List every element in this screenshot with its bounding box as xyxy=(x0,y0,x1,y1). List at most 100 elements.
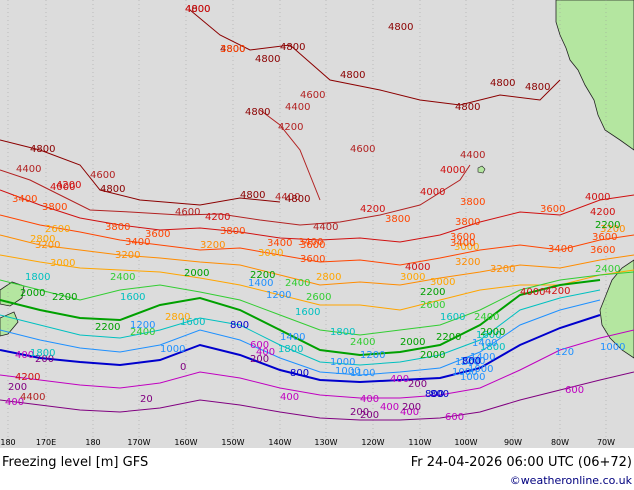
contour-label: 2200 xyxy=(595,220,620,231)
contour-label: 1600 xyxy=(440,312,465,323)
contour-label: 2400 xyxy=(285,278,310,289)
contour-label: 800 xyxy=(462,356,481,367)
contour-label: 3000 xyxy=(258,248,283,259)
contour-label: 2000 xyxy=(400,337,425,348)
contour-label: 4200 xyxy=(15,372,40,383)
new-zealand-north xyxy=(0,281,25,307)
contour-label: 1400 xyxy=(470,352,495,363)
contour-label: 4400 xyxy=(20,392,45,403)
contour-label: 1200 xyxy=(266,290,291,301)
longitude-label: 180 xyxy=(85,438,100,447)
contour-label: 2200 xyxy=(436,332,461,343)
contour-label: 200 xyxy=(360,410,379,421)
contour-label: 4400 xyxy=(16,164,41,175)
contour-label: 4600 xyxy=(350,144,375,155)
contour-label: 1000 xyxy=(600,342,625,353)
grid-lines xyxy=(7,0,607,448)
contour-2000 xyxy=(0,279,601,357)
contour-label: 2800 xyxy=(165,312,190,323)
contour-label: 2200 xyxy=(250,270,275,281)
contour-label: 400 xyxy=(360,394,379,405)
contour-label: 1600 xyxy=(295,307,320,318)
contour-label: 1600 xyxy=(476,330,501,341)
contour-label: 4800 xyxy=(388,22,413,33)
contour-label: 400 xyxy=(390,374,409,385)
longitude-label: 170E xyxy=(36,438,56,447)
contour-label: 800 xyxy=(230,320,249,331)
longitude-label: 130W xyxy=(314,438,337,447)
contour-label: 2600 xyxy=(420,300,445,311)
contour-label: 4600 xyxy=(175,207,200,218)
contour-label: 1400 xyxy=(248,278,273,289)
contour-label: 4000 xyxy=(520,287,545,298)
valid-time: Fr 24-04-2026 06:00 UTC (06+72) xyxy=(411,455,632,470)
contour-label: 1200 xyxy=(460,356,485,367)
contour-label: 400 xyxy=(256,347,275,358)
contour-label: 3400 xyxy=(125,237,150,248)
contour-label: 3800 xyxy=(42,202,67,213)
map-title: Freezing level [m] GFS xyxy=(2,455,148,470)
contour-label: 400 xyxy=(5,397,24,408)
longitude-label: 180 xyxy=(0,438,15,447)
contour-label: 3800 xyxy=(220,44,245,55)
contour-label: 3600 xyxy=(300,240,325,251)
contour-label: 400 xyxy=(280,392,299,403)
contour-label: 3200 xyxy=(600,224,625,235)
contour-label: 1000 xyxy=(452,367,477,378)
footer-background xyxy=(0,448,634,490)
longitude-label: 120W xyxy=(361,438,384,447)
contour-label: 1000 xyxy=(160,344,185,355)
contour-label: 3200 xyxy=(490,264,515,275)
contour-lines xyxy=(0,9,634,421)
contour-400 xyxy=(0,329,634,399)
contour-2400 xyxy=(0,271,634,336)
longitude-axis: 180 170E 180 170W 160W 150W 140W 130W 120W 110W 10… xyxy=(0,438,615,447)
credit-text: ©weatheronline.co.uk xyxy=(510,474,633,487)
longitude-label: 150W xyxy=(221,438,244,447)
contour-label: 3600 xyxy=(590,245,615,256)
contour-label: 2000 xyxy=(480,327,505,338)
contour-label: 4400 xyxy=(285,102,310,113)
contour-label: 4800 xyxy=(280,42,305,53)
contour-label: 3200 xyxy=(455,257,480,268)
contour-label: 1800 xyxy=(25,272,50,283)
contour-label: 200 xyxy=(350,407,369,418)
contour-label: 3400 xyxy=(450,238,475,249)
contour-label: 2200 xyxy=(420,287,445,298)
contour-label: 2800 xyxy=(30,234,55,245)
longitude-label: 170W xyxy=(127,438,150,447)
contour-label: 2400 xyxy=(110,272,135,283)
contour-label: 4400 xyxy=(460,150,485,161)
contour-label: 1800 xyxy=(480,342,505,353)
contour-label: 800 xyxy=(430,389,449,400)
contour-label: 3400 xyxy=(548,244,573,255)
contour-label: 3000 xyxy=(430,277,455,288)
contour-label: 3400 xyxy=(12,194,37,205)
contour-label: 1600 xyxy=(120,292,145,303)
contour-label: 2200 xyxy=(95,322,120,333)
contour-label: 3600 xyxy=(540,204,565,215)
contour-label: 2400 xyxy=(474,312,499,323)
contour-label: 4000 xyxy=(185,4,210,15)
contour-label: 1800 xyxy=(330,327,355,338)
contour-label: 3400 xyxy=(298,237,323,248)
contour-label: 4800 xyxy=(525,82,550,93)
contour-label: 200 xyxy=(35,354,54,365)
contour-label: 3800 xyxy=(460,197,485,208)
contour-label: 4800 xyxy=(185,4,210,15)
contour-label: 200 xyxy=(8,382,27,393)
contour-label: 1600 xyxy=(180,317,205,328)
contour-4000 xyxy=(0,189,634,243)
contour-label: 4800 xyxy=(285,194,310,205)
contour-label: 1400 xyxy=(280,332,305,343)
contour-label: 4600 xyxy=(90,170,115,181)
contour-3600 xyxy=(0,214,634,266)
contour-label: 3400 xyxy=(267,238,292,249)
contour-label: 3600 xyxy=(145,229,170,240)
contour-label: 3200 xyxy=(35,240,60,251)
contour-label: 200 xyxy=(250,354,269,365)
north-america-land xyxy=(555,0,634,151)
contour-label: 3000 xyxy=(50,258,75,269)
contour-label: 2000 xyxy=(420,350,445,361)
